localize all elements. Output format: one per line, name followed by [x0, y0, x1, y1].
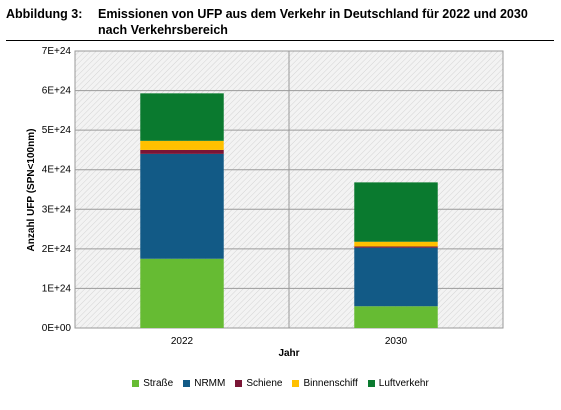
- bar-segment: [354, 241, 438, 247]
- x-tick-label: 2030: [385, 336, 408, 347]
- legend-label: Luftverkehr: [378, 378, 429, 389]
- legend-label: NRMM: [194, 378, 226, 389]
- bar-segment: [140, 153, 224, 259]
- legend-label: Schiene: [246, 378, 283, 389]
- legend-item: Straße: [132, 378, 173, 389]
- figure-title: Emissionen von UFP aus dem Verkehr in De…: [98, 7, 528, 37]
- y-tick-label: 6E+24: [42, 86, 72, 97]
- legend-item: Luftverkehr: [367, 378, 429, 389]
- y-tick-label: 5E+24: [42, 125, 72, 136]
- bars: [140, 93, 438, 328]
- legend-swatch: [132, 380, 140, 387]
- legend-swatch: [292, 380, 300, 387]
- legend-label: Binnenschiff: [303, 378, 358, 389]
- stacked-bar-chart: 0E+00 1E+24 2E+24 3E+24 4E+24 5E+24 6E+24 7E+24…: [26, 46, 504, 359]
- bar-segment: [140, 258, 224, 328]
- bar-segment: [140, 149, 224, 154]
- legend-item: Binnenschiff: [292, 378, 358, 389]
- y-tick-labels: 0E+00 1E+24 2E+24 3E+24 4E+24 5E+24 6E+24 7E+24: [42, 46, 72, 334]
- y-tick-label: 4E+24: [42, 165, 72, 176]
- caption-rule: [6, 40, 554, 41]
- bar-segment: [354, 247, 438, 307]
- legend-label: Straße: [143, 378, 174, 389]
- y-axis-label: Anzahl UFP (SPN<100nm): [26, 129, 37, 252]
- legend-swatch: [183, 380, 191, 387]
- x-tick-label: 2022: [171, 336, 194, 347]
- legend-item: Schiene: [235, 378, 282, 389]
- bar-segment: [140, 140, 224, 150]
- legend-swatch: [367, 380, 375, 387]
- y-tick-label: 1E+24: [42, 283, 72, 294]
- x-axis-label: Jahr: [278, 348, 299, 359]
- y-tick-label: 3E+24: [42, 204, 72, 215]
- y-tick-label: 7E+24: [42, 46, 72, 57]
- bar-segment: [354, 182, 438, 242]
- x-tick-labels: 2022 2030: [171, 336, 408, 347]
- bar-segment: [354, 306, 438, 328]
- bar-segment: [354, 246, 438, 248]
- legend-item: NRMM: [183, 378, 225, 389]
- y-tick-label: 2E+24: [42, 244, 72, 255]
- figure-label: Abbildung 3:: [6, 7, 83, 21]
- figure-caption: Abbildung 3: Emissionen von UFP aus dem …: [6, 6, 554, 38]
- legend: Straße NRMM Schiene Binnenschiff Luftverkehr: [0, 378, 561, 389]
- y-tick-label: 0E+00: [42, 323, 72, 334]
- legend-swatch: [235, 380, 243, 387]
- bar-segment: [140, 93, 224, 141]
